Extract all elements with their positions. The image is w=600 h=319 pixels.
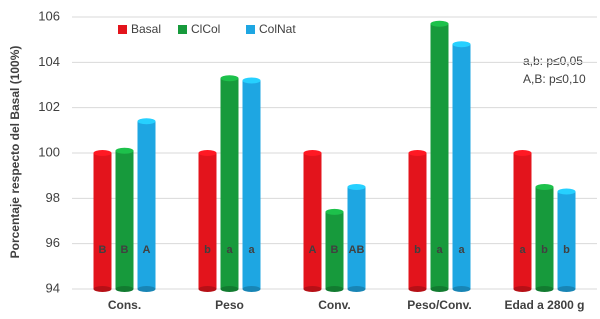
bar [535, 187, 554, 289]
y-tick-label: 100 [38, 144, 60, 159]
bar [242, 80, 261, 289]
bar-top [347, 184, 366, 190]
significance-letter: a [519, 244, 526, 256]
bar-top [535, 184, 554, 190]
bar-base [93, 286, 112, 292]
bar-base [513, 286, 532, 292]
bar-top [325, 208, 344, 215]
significance-letter: B [331, 244, 339, 256]
bar-top [115, 147, 134, 154]
bar-top [452, 41, 471, 48]
bar-top [408, 150, 427, 156]
bar-top [137, 118, 156, 125]
bar-base [198, 286, 217, 292]
bar-base [242, 286, 261, 292]
y-tick-label: 96 [46, 235, 60, 250]
bar [137, 121, 156, 290]
significance-letter: b [204, 244, 211, 256]
bar [303, 153, 322, 289]
y-tick-label: 104 [38, 54, 60, 69]
bar-base [115, 286, 134, 292]
annotation: A,B: p≤0,10 [523, 72, 586, 86]
bar-base [452, 286, 471, 292]
significance-letter: A [143, 244, 151, 256]
significance-letter: B [99, 244, 107, 256]
y-axis-label: Porcentaje respecto del Basal (100%) [8, 46, 22, 259]
significance-letter: B [121, 244, 129, 256]
bar [430, 23, 449, 290]
legend-label: Basal [131, 22, 161, 36]
bar-base [557, 286, 576, 292]
significance-letter: a [436, 244, 443, 256]
bar-top [513, 150, 532, 156]
bar [115, 150, 134, 289]
bar-base [303, 286, 322, 292]
bar-base [220, 286, 239, 292]
bar-top [430, 20, 449, 27]
bar [408, 153, 427, 289]
legend-label: ColNat [259, 22, 296, 36]
significance-letter: a [458, 244, 465, 256]
x-tick-label: Peso/Conv. [407, 298, 471, 312]
legend-swatch [246, 25, 255, 34]
bar-base [137, 286, 156, 292]
bar-top [303, 150, 322, 156]
significance-letter: a [226, 244, 233, 256]
x-tick-label: Cons. [108, 298, 141, 312]
bar [198, 153, 217, 289]
annotation: a,b: p≤0,05 [523, 54, 583, 68]
significance-letter: b [563, 244, 570, 256]
bar-base [408, 286, 427, 292]
y-tick-label: 102 [38, 99, 60, 114]
bar-top [93, 150, 112, 156]
y-tick-label: 106 [38, 8, 60, 23]
x-tick-label: Edad a 2800 g [504, 298, 584, 312]
significance-letter: AB [349, 244, 365, 256]
significance-letter: b [541, 244, 548, 256]
bar-base [325, 286, 344, 292]
bar [220, 78, 239, 289]
bar [452, 44, 471, 290]
legend-swatch [118, 25, 127, 34]
y-tick-label: 98 [46, 190, 60, 205]
legend-label: ClCol [191, 22, 220, 36]
significance-letter: A [309, 244, 317, 256]
bar-base [535, 286, 554, 292]
significance-letter: b [414, 244, 421, 256]
bar-top [220, 75, 239, 82]
bar [93, 153, 112, 289]
x-tick-label: Peso [215, 298, 244, 312]
bar [513, 153, 532, 289]
legend-swatch [178, 25, 187, 34]
bar-top [198, 150, 217, 156]
bar [347, 187, 366, 289]
bar-top [557, 188, 576, 195]
bar [325, 211, 344, 289]
x-tick-label: Conv. [318, 298, 350, 312]
bar-base [430, 286, 449, 292]
bar-top [242, 77, 261, 84]
significance-letter: a [248, 244, 255, 256]
bar [557, 191, 576, 289]
y-tick-label: 94 [46, 280, 60, 295]
bar-base [347, 286, 366, 292]
